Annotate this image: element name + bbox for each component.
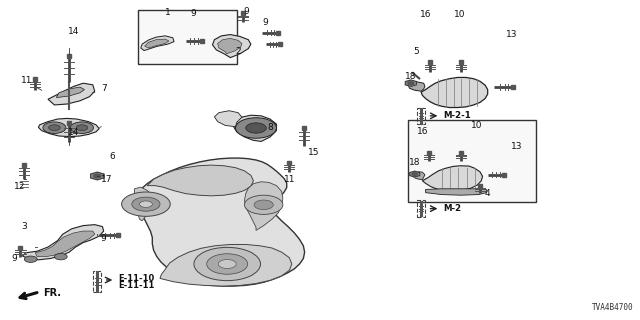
Text: 18: 18 <box>405 72 417 81</box>
Bar <box>138 10 237 64</box>
Text: 3: 3 <box>22 222 27 231</box>
Text: 12: 12 <box>13 182 25 191</box>
Polygon shape <box>234 115 276 141</box>
Polygon shape <box>405 80 417 86</box>
Text: 9: 9 <box>244 7 249 16</box>
Text: 8: 8 <box>268 124 273 132</box>
Circle shape <box>218 260 236 268</box>
Text: 13: 13 <box>506 30 518 39</box>
Text: 10: 10 <box>471 121 483 130</box>
Circle shape <box>207 254 248 274</box>
Text: TVA4B4700: TVA4B4700 <box>592 303 634 312</box>
Circle shape <box>43 122 66 133</box>
Polygon shape <box>35 231 95 257</box>
Text: M-2-1: M-2-1 <box>443 111 470 120</box>
Circle shape <box>122 192 170 216</box>
Polygon shape <box>422 166 483 191</box>
Text: 7: 7 <box>101 84 106 93</box>
Polygon shape <box>134 158 305 286</box>
Text: 9: 9 <box>191 9 196 18</box>
Polygon shape <box>214 111 242 127</box>
Text: 13: 13 <box>511 142 523 151</box>
Polygon shape <box>91 172 104 180</box>
Circle shape <box>140 201 152 207</box>
Polygon shape <box>408 82 425 91</box>
Text: FR.: FR. <box>44 288 61 299</box>
Polygon shape <box>147 165 253 196</box>
Bar <box>408 120 536 202</box>
Text: 17: 17 <box>100 175 112 184</box>
Polygon shape <box>412 172 417 175</box>
Polygon shape <box>426 189 486 195</box>
Polygon shape <box>212 35 251 58</box>
Text: 9: 9 <box>12 254 17 263</box>
Polygon shape <box>48 83 95 105</box>
Bar <box>93 271 101 292</box>
Circle shape <box>246 123 266 133</box>
Polygon shape <box>141 36 174 51</box>
Polygon shape <box>421 77 488 108</box>
Text: 9: 9 <box>263 18 268 27</box>
Polygon shape <box>22 225 104 260</box>
Text: 14: 14 <box>68 128 79 137</box>
Text: 18: 18 <box>409 158 420 167</box>
Text: 16: 16 <box>417 127 428 136</box>
Text: M-2: M-2 <box>443 204 461 213</box>
Polygon shape <box>160 244 292 286</box>
Text: 9: 9 <box>101 234 106 243</box>
Circle shape <box>54 253 67 260</box>
Text: 15: 15 <box>308 148 319 157</box>
Polygon shape <box>244 182 283 230</box>
Circle shape <box>24 256 37 262</box>
Circle shape <box>70 122 93 133</box>
Bar <box>417 200 425 217</box>
Polygon shape <box>410 171 420 177</box>
Text: 11: 11 <box>284 175 295 184</box>
Circle shape <box>76 125 88 131</box>
Polygon shape <box>134 187 154 221</box>
Polygon shape <box>94 174 100 178</box>
Text: 4: 4 <box>485 189 490 198</box>
Text: 5: 5 <box>413 47 419 56</box>
Text: E-11-11: E-11-11 <box>118 281 154 290</box>
Bar <box>417 108 425 124</box>
Text: 10: 10 <box>454 10 465 19</box>
Polygon shape <box>145 39 169 48</box>
Polygon shape <box>38 118 99 137</box>
Polygon shape <box>408 82 413 85</box>
Text: 2: 2 <box>236 47 241 56</box>
Text: E-11-10: E-11-10 <box>118 274 154 283</box>
Polygon shape <box>56 87 84 98</box>
Text: 14: 14 <box>68 28 79 36</box>
Circle shape <box>132 197 160 211</box>
Text: 6: 6 <box>109 152 115 161</box>
Text: 16: 16 <box>420 10 431 19</box>
Circle shape <box>236 118 276 138</box>
Circle shape <box>49 125 60 131</box>
Circle shape <box>194 247 260 281</box>
Polygon shape <box>218 38 242 54</box>
Text: 1: 1 <box>165 8 170 17</box>
Circle shape <box>244 195 283 214</box>
Circle shape <box>254 200 273 210</box>
Text: 11: 11 <box>21 76 33 85</box>
Polygon shape <box>412 172 425 180</box>
